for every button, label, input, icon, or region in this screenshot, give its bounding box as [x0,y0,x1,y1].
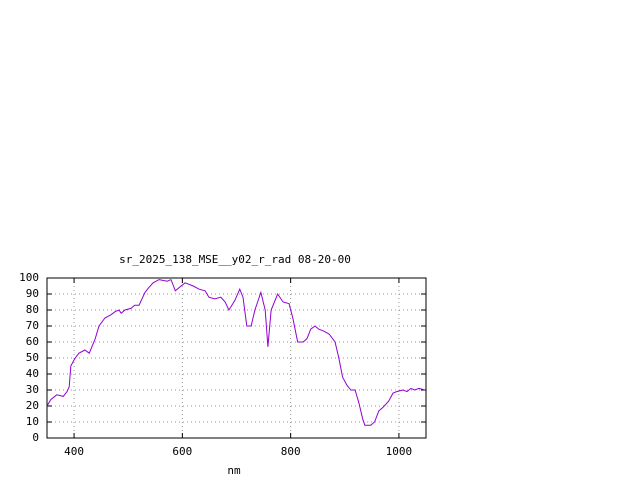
x-tick-label: 600 [172,445,192,458]
y-tick-label: 90 [26,287,39,300]
y-tick-label: 20 [26,399,39,412]
x-tick-label: 800 [281,445,301,458]
y-tick-label: 100 [19,271,39,284]
y-tick-label: 50 [26,351,39,364]
y-tick-label: 30 [26,383,39,396]
plot-frame [46,277,427,439]
y-tick-label: 70 [26,319,39,332]
y-tick-label: 80 [26,303,39,316]
y-tick-label: 0 [32,431,39,444]
y-tick-label: 10 [26,415,39,428]
y-tick-label: 60 [26,335,39,348]
x-axis-label: nm [227,464,241,477]
data-line [46,278,426,426]
chart-title: sr_2025_138_MSE__y02_r_rad 08-20-00 [119,253,351,266]
x-tick-label: 400 [64,445,84,458]
x-tick-label: 1000 [386,445,413,458]
y-tick-label: 40 [26,367,39,380]
